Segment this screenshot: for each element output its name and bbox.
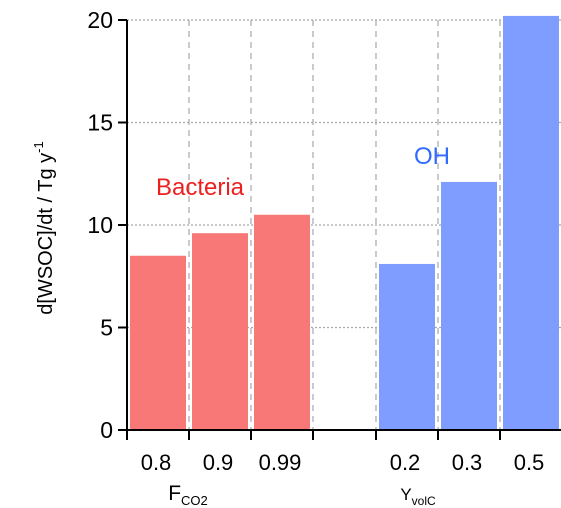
series-label: OH xyxy=(414,143,450,170)
x-tick-label: 0.99 xyxy=(259,450,302,475)
y-tick-label: 20 xyxy=(87,7,113,33)
y-tick-label: 10 xyxy=(87,212,113,238)
bar xyxy=(379,263,435,430)
x-tick-label: 0.3 xyxy=(452,450,483,475)
bars xyxy=(130,15,559,431)
bar xyxy=(254,214,310,430)
labels: 0 5 10 15 20 0.8 0.9 0.99 0.2 0.3 0.5 FCO2 YvolC Bact… xyxy=(31,7,544,508)
bar xyxy=(503,15,559,431)
x-tick-label: 0.5 xyxy=(514,450,545,475)
group-axis-label: FCO2 xyxy=(168,482,208,508)
y-tick-label: 5 xyxy=(100,315,113,341)
y-tick-label: 0 xyxy=(100,417,113,443)
y-tick-label: 15 xyxy=(87,110,113,136)
x-tick-label: 0.9 xyxy=(203,450,234,475)
group-axis-label: YvolC xyxy=(400,485,436,508)
x-tick-label: 0.8 xyxy=(141,450,172,475)
grid-lines xyxy=(127,19,561,430)
y-axis-title: d[WSOC]/dt / Tg y-1 xyxy=(31,141,57,314)
axes xyxy=(118,19,561,440)
series-label: Bacteria xyxy=(156,174,245,201)
bar xyxy=(441,181,497,430)
bar xyxy=(192,233,248,430)
x-tick-label: 0.2 xyxy=(390,450,421,475)
bar xyxy=(130,255,186,430)
